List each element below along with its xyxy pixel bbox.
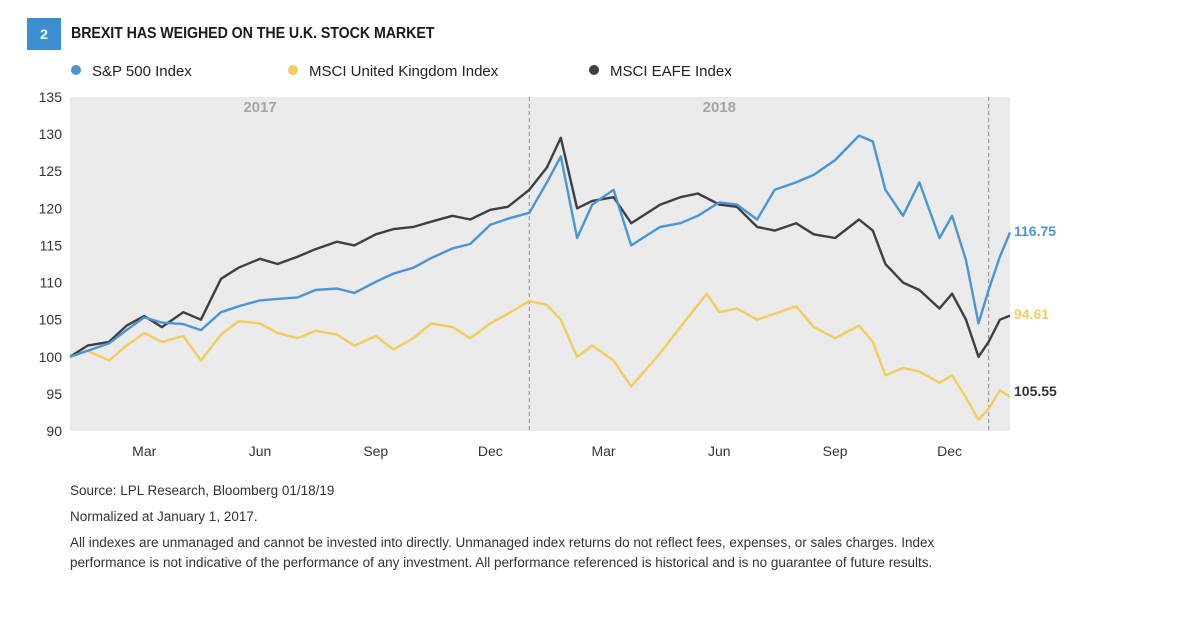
line-chart: 90 95 100 105 110 115 120 125 130 135 Mar Jun Sep Dec… <box>39 63 1057 459</box>
plot-area <box>70 97 1010 431</box>
series-end-label: 105.55 <box>1014 383 1057 399</box>
legend-marker <box>288 65 298 75</box>
figure-number-badge: 2 <box>27 18 61 50</box>
x-tick-label: Sep <box>363 443 388 459</box>
x-tick-label: Dec <box>478 443 503 459</box>
y-tick-label: 110 <box>40 275 63 291</box>
y-tick-label: 120 <box>39 200 63 216</box>
year-label: 2018 <box>703 99 736 116</box>
legend-label: MSCI United Kingdom Index <box>309 63 499 80</box>
legend-marker <box>71 65 81 75</box>
legend-label: S&P 500 Index <box>92 63 192 80</box>
series-end-label: 94.61 <box>1014 306 1049 322</box>
chart-title: BREXIT HAS WEIGHED ON THE U.K. STOCK MAR… <box>71 25 435 42</box>
legend-marker <box>589 65 599 75</box>
series-end-label: 116.75 <box>1014 223 1056 239</box>
y-tick-label: 105 <box>39 312 63 328</box>
x-tick-label: Jun <box>249 443 272 459</box>
y-tick-label: 115 <box>40 237 63 253</box>
y-tick-label: 130 <box>39 126 63 142</box>
x-tick-label: Sep <box>823 443 848 459</box>
year-label: 2017 <box>243 99 276 116</box>
x-tick-label: Mar <box>591 443 615 459</box>
x-tick-label: Jun <box>708 443 731 459</box>
legend-label: MSCI EAFE Index <box>610 63 732 80</box>
y-tick-label: 125 <box>39 163 63 179</box>
y-tick-label: 90 <box>46 423 62 439</box>
x-tick-label: Mar <box>132 443 156 459</box>
y-tick-label: 100 <box>39 349 63 365</box>
disclaimer-text: All indexes are unmanaged and cannot be … <box>70 535 935 570</box>
y-tick-label: 95 <box>46 386 62 402</box>
series-line <box>69 292 1011 422</box>
series-line <box>69 134 1012 358</box>
figure-header: 2 BREXIT HAS WEIGHED ON THE U.K. STOCK M… <box>27 18 466 50</box>
source-note: Source: LPL Research, Bloomberg 01/18/19 <box>70 483 335 498</box>
normalization-note: Normalized at January 1, 2017. <box>70 509 258 524</box>
x-tick-label: Dec <box>937 443 962 459</box>
series-line <box>69 136 1011 358</box>
y-tick-label: 135 <box>39 89 63 105</box>
